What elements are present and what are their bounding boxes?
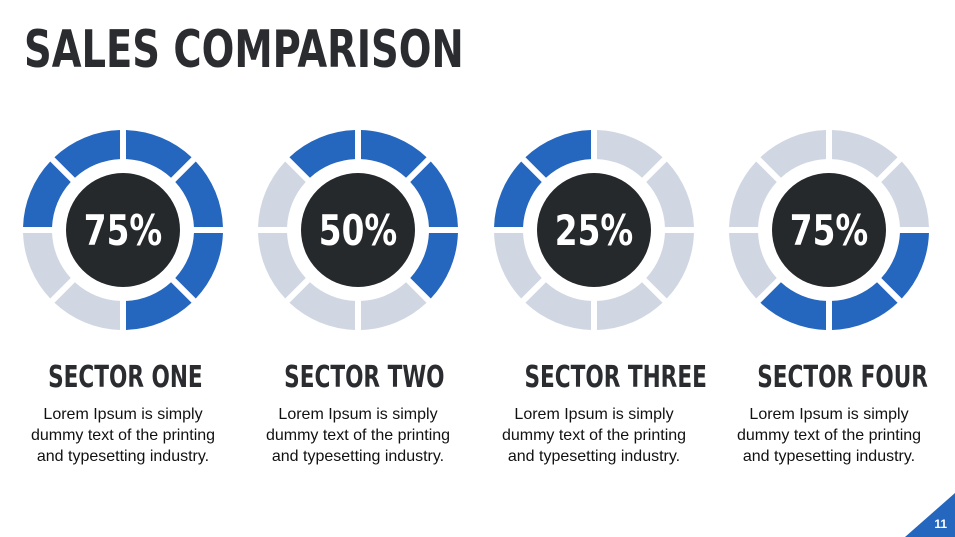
donut-segment-empty: [258, 161, 306, 228]
donut-chart-sector-three: 25%: [494, 130, 694, 330]
donut-segment-filled: [410, 161, 458, 228]
donut-segment-empty: [729, 161, 777, 228]
donut-center: [772, 173, 886, 287]
donut-segment-filled: [23, 161, 71, 228]
sector-two: 50% SECTOR TWO Lorem Ipsum is simply dum…: [253, 125, 463, 465]
donut-value-label: 50%: [319, 206, 397, 255]
donut-segment-empty: [360, 282, 427, 330]
sector-description: Lorem Ipsum is simply dummy text of the …: [736, 406, 922, 465]
donut-segment-filled: [175, 232, 223, 299]
page-number: 11: [934, 517, 947, 531]
sector-description: Lorem Ipsum is simply dummy text of the …: [265, 406, 451, 465]
donut-segment-filled: [125, 282, 192, 330]
donut-segment-empty: [54, 282, 121, 330]
donut-segment-filled: [54, 130, 121, 178]
donut-segment-filled: [831, 282, 898, 330]
donut-segment-empty: [525, 282, 592, 330]
donut-segment-empty: [258, 232, 306, 299]
sector-description: Lorem Ipsum is simply dummy text of the …: [30, 406, 216, 465]
donut-segment-filled: [289, 130, 356, 178]
donut-segment-filled: [881, 232, 929, 299]
donut-segment-empty: [596, 130, 663, 178]
donut-value-label: 75%: [84, 206, 162, 255]
donut-segment-empty: [646, 161, 694, 228]
sector-four: 75% SECTOR FOUR Lorem Ipsum is simply du…: [724, 125, 934, 465]
page-title: SALES COMPARISON: [24, 20, 464, 80]
sector-title: SECTOR FOUR: [757, 360, 928, 395]
donut-segment-empty: [729, 232, 777, 299]
donut-value-label: 25%: [555, 206, 633, 255]
corner-triangle: [905, 493, 955, 537]
donut-segment-filled: [410, 232, 458, 299]
donut-segment-empty: [831, 130, 898, 178]
donut-segment-filled: [125, 130, 192, 178]
donut-chart-sector-one: 75%: [23, 130, 223, 330]
sector-one: 75% SECTOR ONE Lorem Ipsum is simply dum…: [18, 125, 228, 465]
donut-segment-empty: [596, 282, 663, 330]
donut-segment-filled: [494, 161, 542, 228]
sector-three: 25% SECTOR THREE Lorem Ipsum is simply d…: [489, 125, 707, 465]
donut-segment-empty: [494, 232, 542, 299]
sector-description: Lorem Ipsum is simply dummy text of the …: [501, 406, 687, 465]
donut-center: [301, 173, 415, 287]
donut-segment-empty: [289, 282, 356, 330]
donut-center: [537, 173, 651, 287]
donut-chart-sector-two: 50%: [258, 130, 458, 330]
donut-segment-empty: [23, 232, 71, 299]
sector-title: SECTOR ONE: [48, 360, 203, 395]
donut-segment-empty: [881, 161, 929, 228]
donut-segment-filled: [360, 130, 427, 178]
donut-segment-empty: [646, 232, 694, 299]
sector-title: SECTOR TWO: [284, 360, 445, 395]
donut-segment-filled: [760, 282, 827, 330]
sector-title: SECTOR THREE: [524, 360, 707, 395]
donut-value-label: 75%: [790, 206, 868, 255]
donut-chart-sector-four: 75%: [729, 130, 929, 330]
donut-segment-filled: [175, 161, 223, 228]
donut-segment-empty: [760, 130, 827, 178]
donut-center: [66, 173, 180, 287]
donut-segment-filled: [525, 130, 592, 178]
